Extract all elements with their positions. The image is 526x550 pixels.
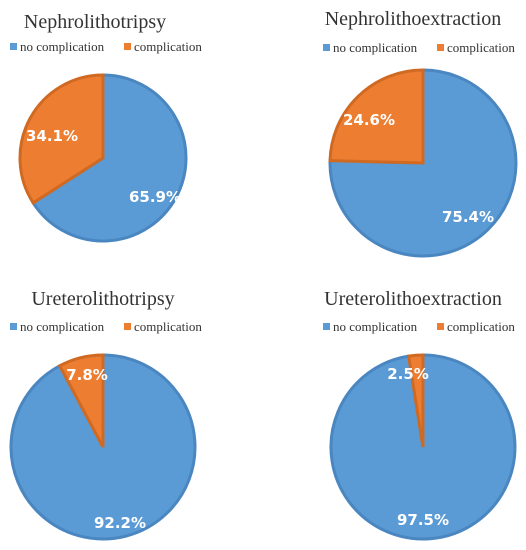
data-label-no-complication: 75.4% bbox=[442, 208, 494, 226]
chart-title: Ureterolithoextraction bbox=[324, 288, 502, 310]
legend-swatch-no-complication bbox=[10, 43, 17, 50]
pie-slice-complication bbox=[57, 353, 105, 448]
chart-panel-nephrolithotripsy: Nephrolithotripsy no complication compli… bbox=[0, 0, 263, 275]
legend-swatch-no-complication bbox=[323, 323, 330, 330]
data-label-no-complication: 97.5% bbox=[397, 511, 449, 529]
chart-title: Nephrolithoextraction bbox=[325, 8, 502, 30]
pie-slice-no-complication bbox=[31, 73, 188, 243]
pie-slice-complication bbox=[18, 73, 105, 205]
legend-label-complication: complication bbox=[447, 319, 515, 334]
legend-swatch-no-complication bbox=[10, 323, 17, 330]
data-label-complication: 34.1% bbox=[26, 127, 78, 145]
chart-title: Nephrolithotripsy bbox=[24, 11, 166, 33]
legend-label-complication: complication bbox=[134, 319, 202, 334]
chart-title: Ureterolithotripsy bbox=[31, 288, 174, 310]
chart-panel-nephrolithoextraction: Nephrolithoextraction no complication co… bbox=[263, 0, 526, 275]
legend-label-complication: complication bbox=[134, 39, 202, 54]
data-label-no-complication: 92.2% bbox=[94, 514, 146, 532]
pie-chart-ureterolithotripsy: Ureterolithotripsy no complication compl… bbox=[9, 288, 202, 541]
pie-slice-complication bbox=[406, 353, 425, 448]
data-label-complication: 24.6% bbox=[343, 111, 395, 129]
chart-panel-ureterolithotripsy: Ureterolithotripsy no complication compl… bbox=[0, 275, 263, 550]
legend-swatch-complication bbox=[124, 323, 131, 330]
legend-swatch-complication bbox=[437, 323, 444, 330]
legend-swatch-complication bbox=[124, 43, 131, 50]
legend-label-complication: complication bbox=[447, 40, 515, 55]
legend-swatch-complication bbox=[437, 44, 444, 51]
data-label-complication: 7.8% bbox=[66, 366, 108, 384]
legend-label-no-complication: no complication bbox=[333, 319, 418, 334]
legend-label-no-complication: no complication bbox=[20, 319, 105, 334]
pie-chart-ureterolithoextraction: Ureterolithoextraction no complication c… bbox=[323, 288, 517, 541]
pie-slice-complication bbox=[328, 68, 425, 165]
legend-label-no-complication: no complication bbox=[20, 39, 105, 54]
legend-label-no-complication: no complication bbox=[333, 40, 418, 55]
pie-chart-nephrolithoextraction: Nephrolithoextraction no complication co… bbox=[323, 8, 518, 258]
pie-chart-nephrolithotripsy: Nephrolithotripsy no complication compli… bbox=[10, 11, 202, 243]
data-label-complication: 2.5% bbox=[387, 365, 429, 383]
chart-panel-ureterolithoextraction: Ureterolithoextraction no complication c… bbox=[263, 275, 526, 550]
legend-swatch-no-complication bbox=[323, 44, 330, 51]
data-label-no-complication: 65.9% bbox=[129, 188, 181, 206]
